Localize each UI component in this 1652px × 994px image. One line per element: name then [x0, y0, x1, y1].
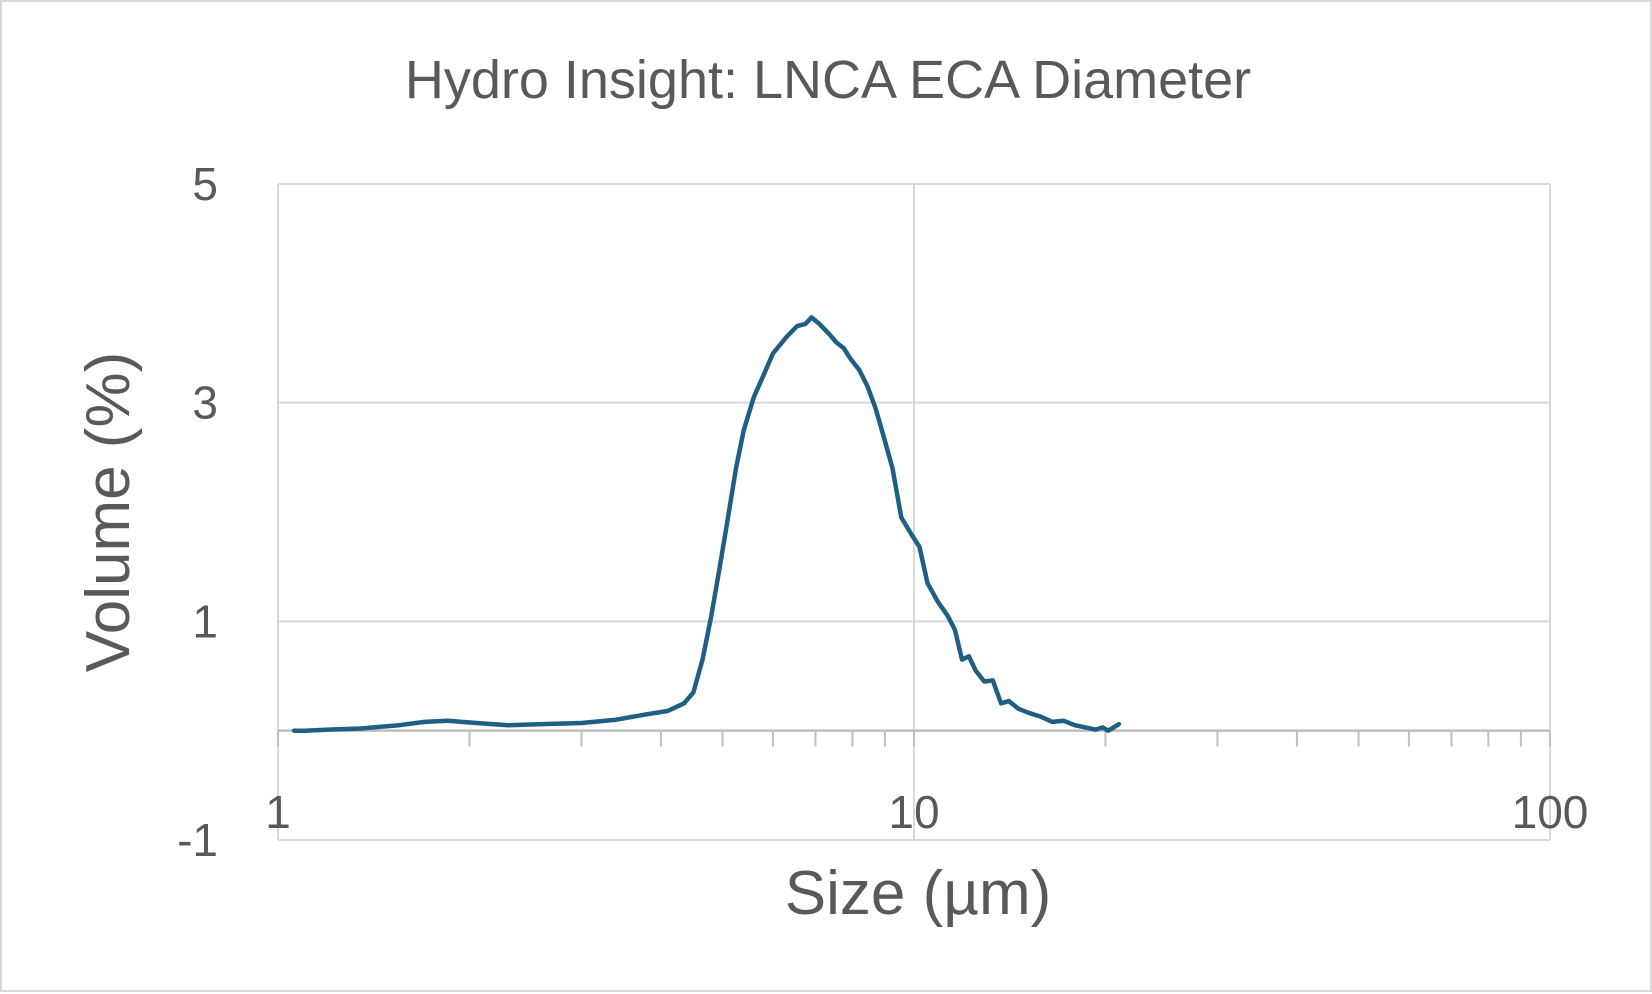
y-tick-label: 1 — [192, 595, 218, 647]
y-tick-label: 3 — [192, 377, 218, 429]
y-tick-label: -1 — [177, 814, 218, 866]
series-layer — [291, 315, 1122, 733]
chart-title: Hydro Insight: LNCA ECA Diameter — [405, 50, 1251, 110]
x-tick-label: 10 — [888, 786, 939, 838]
x-tick-label: 1 — [265, 786, 291, 838]
series-line — [291, 315, 1122, 733]
y-axis-title: Volume (%) — [74, 352, 143, 672]
axis-layer — [277, 729, 1551, 747]
y-tick-label: 5 — [192, 158, 218, 210]
grid-layer — [277, 183, 1551, 841]
tick-label-layer: 5 3 1 -1 1 10 100 — [177, 158, 1588, 866]
x-axis-title: Size (µm) — [785, 859, 1052, 928]
x-tick-label: 100 — [1512, 786, 1589, 838]
